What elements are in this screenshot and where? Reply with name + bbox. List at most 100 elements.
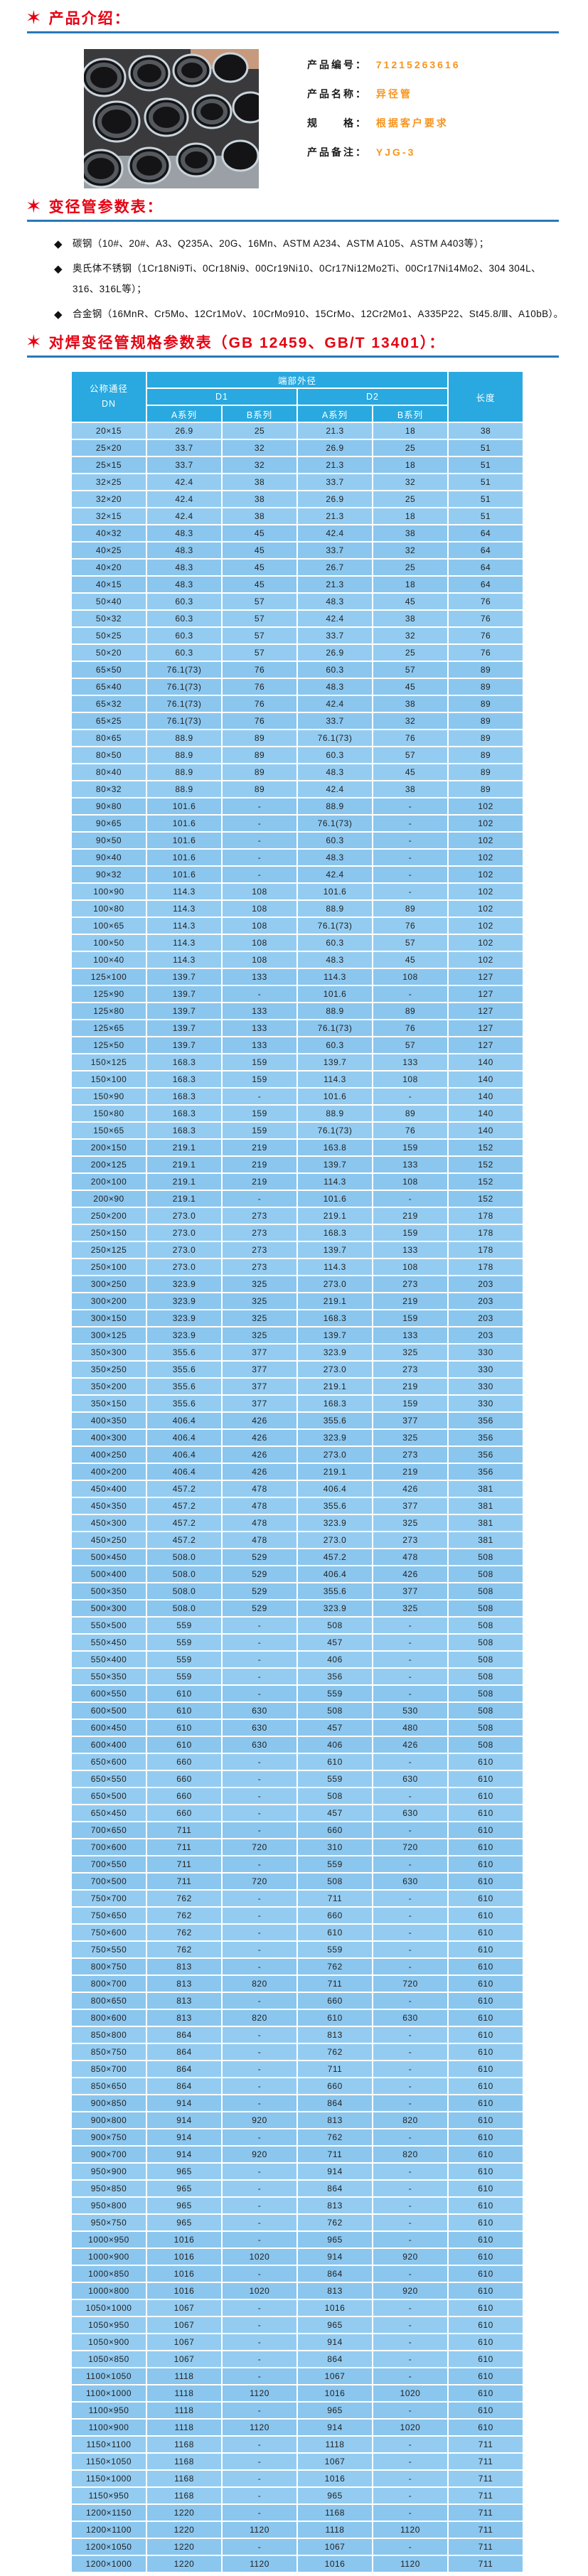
cell-value: 711 <box>147 1874 221 1890</box>
cell-value: 864 <box>147 2061 221 2078</box>
cell-dn: 700×650 <box>72 1822 146 1839</box>
cell-value: 610 <box>449 2300 523 2316</box>
cell-value: 101.6 <box>147 867 221 883</box>
cell-dn: 350×200 <box>72 1379 146 1395</box>
section-spec-title: 对焊变径管规格参数表（GB 12459、GB/T 13401）： <box>48 335 446 352</box>
cell-value: 51 <box>449 457 523 474</box>
table-row: 100×40 114.3 108 48.3 45 102 <box>72 952 523 968</box>
cell-value: 76.1(73) <box>298 1123 372 1139</box>
cell-value: - <box>373 2488 447 2504</box>
cell-dn: 750×550 <box>72 1942 146 1958</box>
cell-value: 1168 <box>147 2471 221 2487</box>
cell-value: 108 <box>223 935 296 951</box>
cell-value: - <box>223 2437 296 2453</box>
table-row: 500×450 508.0 529 457.2 478 508 <box>72 1549 523 1566</box>
cell-value: 610 <box>449 1788 523 1805</box>
cell-value: - <box>373 2164 447 2180</box>
cell-dn: 100×40 <box>72 952 146 968</box>
table-row: 32×25 42.4 38 33.7 32 51 <box>72 474 523 491</box>
cell-value: - <box>223 1652 296 1668</box>
cell-value: 559 <box>147 1652 221 1668</box>
cell-value: 178 <box>449 1259 523 1276</box>
cell-dn: 50×20 <box>72 645 146 661</box>
cell-value: 101.6 <box>147 816 221 832</box>
cell-value: 127 <box>449 1037 523 1054</box>
cell-value: 102 <box>449 901 523 917</box>
cell-dn: 150×65 <box>72 1123 146 1139</box>
table-row: 900×700 914 920 711 820 610 <box>72 2147 523 2163</box>
cell-value: 478 <box>223 1498 296 1514</box>
diamond-bullet-icon: ◆ <box>54 263 63 276</box>
cell-value: - <box>223 2061 296 2078</box>
cell-value: 1067 <box>147 2300 221 2316</box>
cell-value: 381 <box>449 1498 523 1514</box>
cell-value: - <box>223 2539 296 2555</box>
cell-value: 32 <box>373 713 447 729</box>
cell-value: 273.0 <box>298 1362 372 1378</box>
cell-value: - <box>223 1959 296 1975</box>
cell-value: 114.3 <box>298 969 372 985</box>
cell-value: 64 <box>449 560 523 576</box>
cell-value: - <box>223 1925 296 1941</box>
cell-value: 89 <box>449 696 523 712</box>
cell-dn: 1100×950 <box>72 2403 146 2419</box>
cell-value: 480 <box>373 1720 447 1736</box>
cell-value: 139.7 <box>147 1003 221 1020</box>
cell-value: 139.7 <box>147 969 221 985</box>
cell-value: 127 <box>449 969 523 985</box>
cell-value: 457.2 <box>147 1498 221 1514</box>
product-info: 产品编号： 71215263616 产品名称： 异径管 规 格： 根据客户要求 … <box>307 49 461 188</box>
table-row: 700×550 711-559-610 <box>72 1856 523 1873</box>
cell-value: 1118 <box>147 2385 221 2402</box>
cell-dn: 850×700 <box>72 2061 146 2078</box>
cell-value: - <box>223 2505 296 2521</box>
cell-value: 1020 <box>223 2249 296 2265</box>
cell-value: 64 <box>449 577 523 593</box>
cell-value: - <box>373 2044 447 2061</box>
cell-dn: 50×25 <box>72 628 146 644</box>
cell-value: 610 <box>449 1754 523 1770</box>
cell-value: - <box>373 2266 447 2282</box>
cell-value: 508.0 <box>147 1583 221 1600</box>
table-row: 300×250 323.9 325 273.0 273 203 <box>72 1276 523 1293</box>
cell-value: 610 <box>449 2334 523 2351</box>
cell-value: 60.3 <box>147 645 221 661</box>
cell-value: 76.1(73) <box>147 679 221 695</box>
cell-value: - <box>223 2027 296 2043</box>
cell-value: - <box>223 1754 296 1770</box>
cell-value: 101.6 <box>147 798 221 815</box>
cell-value: 18 <box>373 577 447 593</box>
table-row: 300×125 323.9 325 139.7 133 203 <box>72 1327 523 1344</box>
cell-dn: 900×800 <box>72 2112 146 2129</box>
cell-value: 864 <box>298 2351 372 2368</box>
cell-value: 529 <box>223 1583 296 1600</box>
cell-dn: 1100×1050 <box>72 2368 146 2385</box>
cell-value: 406 <box>298 1737 372 1753</box>
cell-value: 813 <box>298 2027 372 2043</box>
cell-value: 76.1(73) <box>298 816 372 832</box>
cell-value: 133 <box>373 1242 447 1258</box>
table-row: 200×150 219.1 219 163.8 159 152 <box>72 1140 523 1156</box>
cell-value: 60.3 <box>298 747 372 764</box>
cell-value: 355.6 <box>147 1379 221 1395</box>
cell-dn: 65×50 <box>72 662 146 678</box>
cell-value: 381 <box>449 1532 523 1549</box>
cell-value: 18 <box>373 457 447 474</box>
cell-value: 864 <box>147 2078 221 2095</box>
cell-value: 1067 <box>298 2539 372 2555</box>
cell-value: - <box>373 833 447 849</box>
table-row: 350×150 355.6 377 168.3 159 330 <box>72 1396 523 1412</box>
cell-value: - <box>373 1788 447 1805</box>
cell-dn: 125×80 <box>72 1003 146 1020</box>
cell-value: 813 <box>147 1993 221 2009</box>
cell-value: 1118 <box>298 2437 372 2453</box>
cell-value: 508 <box>298 1618 372 1634</box>
table-row: 1200×1000 1220 1120 1016 1120 711 <box>72 2556 523 2572</box>
cell-value: 508 <box>449 1600 523 1617</box>
cell-value: 1168 <box>147 2437 221 2453</box>
cell-value: 60.3 <box>298 662 372 678</box>
cell-value: 1120 <box>223 2385 296 2402</box>
table-row: 550×500 559-508-508 <box>72 1618 523 1634</box>
cell-value: - <box>223 1191 296 1207</box>
cell-value: 325 <box>223 1310 296 1327</box>
